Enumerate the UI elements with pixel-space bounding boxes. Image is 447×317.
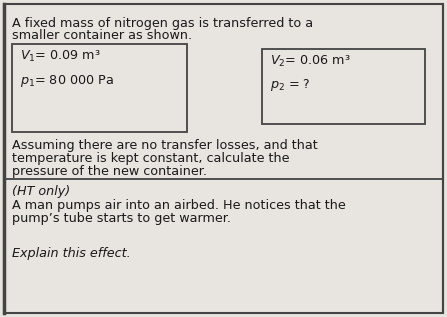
Text: (HT only): (HT only) xyxy=(12,185,70,198)
Text: $V_1$= 0.09 m³: $V_1$= 0.09 m³ xyxy=(20,49,101,64)
Text: $p_2$ = ?: $p_2$ = ? xyxy=(270,77,311,93)
Bar xyxy=(262,49,425,124)
Text: Explain this effect.: Explain this effect. xyxy=(12,247,131,260)
Text: pump’s tube starts to get warmer.: pump’s tube starts to get warmer. xyxy=(12,212,231,225)
Text: temperature is kept constant, calculate the: temperature is kept constant, calculate … xyxy=(12,152,290,165)
Text: A fixed mass of nitrogen gas is transferred to a: A fixed mass of nitrogen gas is transfer… xyxy=(12,17,313,30)
Text: $p_1$= 80 000 Pa: $p_1$= 80 000 Pa xyxy=(20,73,114,89)
Text: pressure of the new container.: pressure of the new container. xyxy=(12,165,207,178)
Bar xyxy=(12,44,187,132)
Text: Assuming there are no transfer losses, and that: Assuming there are no transfer losses, a… xyxy=(12,139,318,152)
Text: $V_2$= 0.06 m³: $V_2$= 0.06 m³ xyxy=(270,54,351,69)
Text: smaller container as shown.: smaller container as shown. xyxy=(12,29,192,42)
Text: A man pumps air into an airbed. He notices that the: A man pumps air into an airbed. He notic… xyxy=(12,199,346,212)
